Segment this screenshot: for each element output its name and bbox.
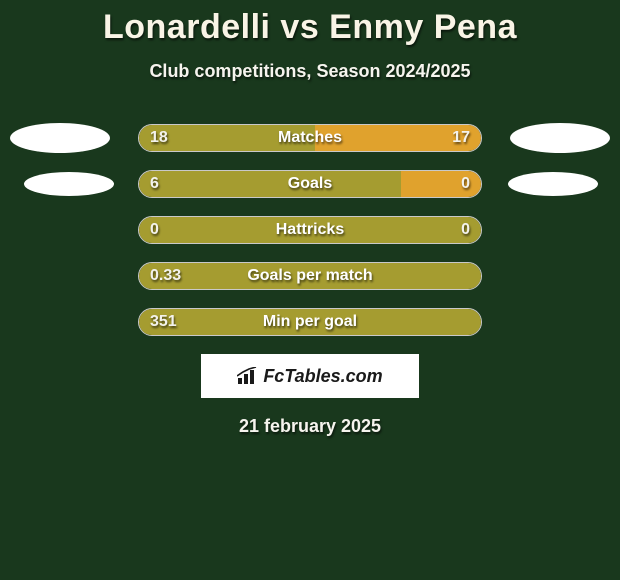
- player-right-silhouette: [510, 123, 610, 153]
- metric-label: Matches: [138, 124, 482, 152]
- player-left-silhouette: [24, 172, 114, 196]
- comparison-infographic: Lonardelli vs Enmy Pena Club competition…: [0, 0, 620, 580]
- brand-text: FcTables.com: [263, 366, 382, 387]
- metric-row: 60Goals: [0, 170, 620, 198]
- metric-row: 351Min per goal: [0, 308, 620, 336]
- metric-row: 0.33Goals per match: [0, 262, 620, 290]
- page-subtitle: Club competitions, Season 2024/2025: [0, 61, 620, 82]
- metrics-container: 1817Matches 60Goals 00Hattricks 0.33Goals p…: [0, 124, 620, 336]
- metric-row: 00Hattricks: [0, 216, 620, 244]
- player-right-silhouette: [508, 172, 598, 196]
- metric-label: Goals: [138, 170, 482, 198]
- metric-row: 1817Matches: [0, 124, 620, 152]
- bar-chart-icon: [237, 367, 259, 385]
- metric-label: Min per goal: [138, 308, 482, 336]
- metric-label: Goals per match: [138, 262, 482, 290]
- metric-label: Hattricks: [138, 216, 482, 244]
- page-title: Lonardelli vs Enmy Pena: [0, 0, 620, 47]
- player-left-silhouette: [10, 123, 110, 153]
- brand: FcTables.com: [237, 366, 382, 387]
- brand-box: FcTables.com: [201, 354, 419, 398]
- footer-date: 21 february 2025: [0, 416, 620, 437]
